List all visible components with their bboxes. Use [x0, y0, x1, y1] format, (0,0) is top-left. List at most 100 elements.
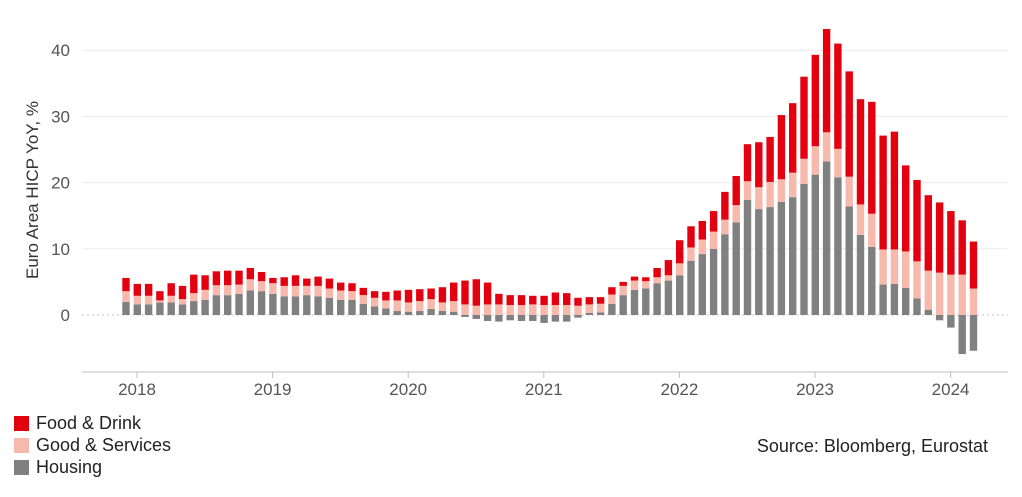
bar-food-drink — [325, 278, 334, 289]
y-axis-label: Euro Area HICP YoY, % — [23, 101, 42, 279]
bar-good-services — [935, 272, 944, 315]
bar-housing — [653, 283, 661, 315]
bar-good-services — [811, 146, 819, 175]
bar-food-drink — [664, 260, 673, 276]
bar-good-services — [370, 297, 379, 307]
bar-good-services — [517, 305, 526, 315]
bar-good-services — [483, 304, 492, 315]
bar-food-drink — [450, 282, 458, 302]
bar-good-services — [845, 176, 853, 207]
bar-housing — [370, 306, 379, 315]
bar-food-drink — [902, 165, 910, 252]
bar-housing — [144, 304, 153, 315]
bar-food-drink — [201, 275, 209, 290]
bar-housing — [167, 302, 175, 315]
bar-good-services — [596, 303, 605, 313]
legend-swatch-food-drink — [14, 415, 29, 431]
bar-food-drink — [370, 291, 379, 298]
bar-good-services — [619, 285, 627, 296]
bar-housing — [664, 280, 673, 315]
x-tick-label: 2022 — [660, 380, 698, 399]
bar-housing — [190, 301, 198, 315]
chart: 0 10 20 30 40 2018 2019 2020 2021 2022 2023 2024 E… — [23, 29, 1008, 399]
bar-food-drink — [698, 221, 706, 240]
bar-housing — [540, 315, 548, 323]
bar-housing — [427, 309, 435, 315]
bar-food-drink — [868, 101, 876, 214]
legend: Food & Drink Good & Services Housing — [14, 412, 171, 478]
bar-housing — [947, 315, 955, 328]
bar-food-drink — [348, 283, 356, 292]
bars — [122, 29, 978, 355]
bar-food-drink — [755, 142, 763, 188]
bar-good-services — [709, 231, 718, 249]
x-tick-label: 2024 — [932, 380, 970, 399]
bar-housing — [743, 199, 752, 315]
bar-good-services — [506, 305, 514, 315]
bar-food-drink — [359, 287, 367, 296]
bar-good-services — [495, 304, 503, 315]
bar-good-services — [291, 285, 300, 297]
bar-food-drink — [393, 290, 401, 301]
bar-food-drink — [958, 220, 966, 275]
bar-housing — [596, 312, 605, 315]
bar-housing — [156, 302, 164, 315]
bar-good-services — [156, 300, 164, 303]
bar-food-drink — [212, 271, 221, 286]
bar-food-drink — [495, 293, 503, 305]
bar-good-services — [144, 295, 153, 305]
bar-good-services — [755, 187, 763, 210]
bar-housing — [585, 313, 593, 315]
bar-good-services — [664, 275, 673, 281]
bar-housing — [212, 295, 221, 315]
bar-housing — [246, 290, 254, 315]
bar-food-drink — [133, 283, 141, 296]
bar-good-services — [721, 219, 729, 235]
y-tick-label: 30 — [51, 107, 70, 126]
y-tick-label: 0 — [61, 306, 70, 325]
bar-food-drink — [416, 289, 424, 302]
bar-good-services — [924, 270, 932, 310]
bar-food-drink — [167, 283, 175, 296]
bar-housing — [924, 309, 932, 315]
bar-good-services — [540, 305, 548, 315]
x-tick-label: 2023 — [796, 380, 834, 399]
bar-good-services — [224, 285, 232, 296]
x-axis — [82, 371, 1008, 378]
bar-food-drink — [743, 144, 752, 182]
bar-food-drink — [314, 276, 322, 286]
bar-good-services — [190, 293, 198, 302]
bar-housing — [495, 315, 503, 322]
bar-good-services — [868, 213, 876, 247]
bar-housing — [472, 315, 480, 319]
bar-food-drink — [687, 226, 695, 248]
bar-housing — [777, 201, 786, 315]
bar-housing — [325, 297, 334, 315]
bar-good-services — [902, 251, 910, 288]
x-tick-label: 2021 — [525, 380, 563, 399]
bar-housing — [235, 293, 243, 315]
bar-good-services — [800, 158, 808, 184]
bar-housing — [890, 283, 899, 315]
bar-food-drink — [924, 195, 932, 271]
bar-good-services — [314, 285, 322, 297]
bar-food-drink — [676, 240, 684, 264]
bar-food-drink — [585, 297, 593, 305]
source-note: Source: Bloomberg, Eurostat — [756, 436, 988, 456]
bar-food-drink — [506, 295, 514, 306]
legend-label-food-drink: Food & Drink — [36, 412, 142, 433]
bar-housing — [732, 222, 740, 315]
bar-housing — [709, 248, 718, 315]
bar-housing — [551, 315, 560, 322]
bar-food-drink — [156, 291, 164, 301]
bar-good-services — [472, 305, 480, 315]
bar-housing — [619, 295, 627, 315]
bar-food-drink — [427, 288, 435, 300]
bar-good-services — [913, 261, 921, 299]
bar-food-drink — [257, 271, 266, 282]
bar-housing — [935, 315, 944, 321]
bar-food-drink — [822, 29, 831, 133]
bar-good-services — [201, 289, 209, 300]
x-tick-labels: 2018 2019 2020 2021 2022 2023 2024 — [118, 380, 969, 399]
bar-food-drink — [563, 293, 571, 306]
